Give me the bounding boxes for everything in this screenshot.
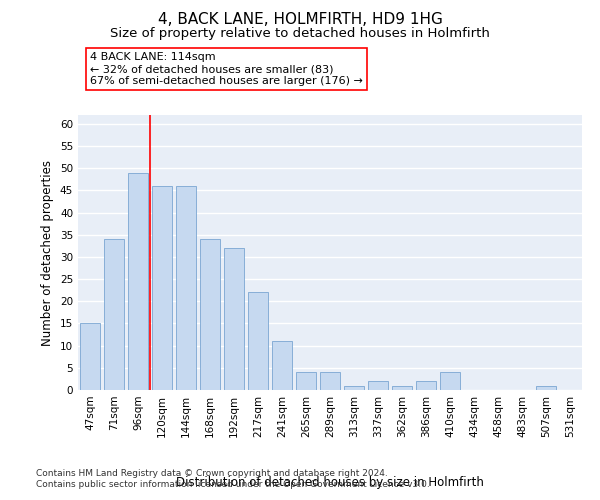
Text: Contains public sector information licensed under the Open Government Licence v3: Contains public sector information licen…	[36, 480, 430, 489]
Bar	[176, 186, 196, 390]
Bar	[248, 292, 268, 390]
Bar	[416, 381, 436, 390]
Bar	[128, 172, 148, 390]
Bar	[320, 372, 340, 390]
Bar	[104, 239, 124, 390]
Text: 4 BACK LANE: 114sqm
← 32% of detached houses are smaller (83)
67% of semi-detach: 4 BACK LANE: 114sqm ← 32% of detached ho…	[90, 52, 363, 86]
Bar	[440, 372, 460, 390]
Text: 4, BACK LANE, HOLMFIRTH, HD9 1HG: 4, BACK LANE, HOLMFIRTH, HD9 1HG	[158, 12, 442, 28]
Bar	[296, 372, 316, 390]
Bar	[344, 386, 364, 390]
Bar	[368, 381, 388, 390]
Bar	[392, 386, 412, 390]
Bar	[224, 248, 244, 390]
Y-axis label: Number of detached properties: Number of detached properties	[41, 160, 55, 346]
Text: Contains HM Land Registry data © Crown copyright and database right 2024.: Contains HM Land Registry data © Crown c…	[36, 468, 388, 477]
Bar	[200, 239, 220, 390]
Bar	[536, 386, 556, 390]
X-axis label: Distribution of detached houses by size in Holmfirth: Distribution of detached houses by size …	[176, 476, 484, 489]
Bar	[80, 324, 100, 390]
Bar	[152, 186, 172, 390]
Text: Size of property relative to detached houses in Holmfirth: Size of property relative to detached ho…	[110, 28, 490, 40]
Bar	[272, 341, 292, 390]
